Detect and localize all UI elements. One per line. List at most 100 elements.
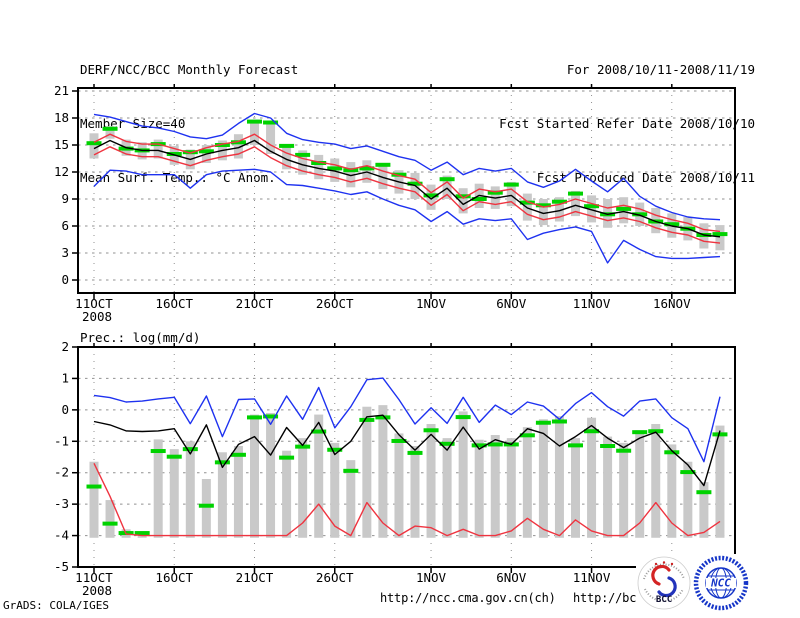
prec-member-min-line [93, 462, 721, 537]
bcc-logo: BCC [636, 555, 692, 611]
spread-bar [346, 460, 356, 538]
temp-ytick-label: 12 [54, 164, 69, 179]
spread-bar [266, 121, 276, 154]
prec-member-max-line [93, 377, 721, 463]
prec-ytick-label: 0 [61, 402, 69, 417]
green-dash-mark [359, 417, 375, 422]
green-dash-mark [407, 181, 423, 186]
spread-bar [538, 419, 548, 538]
spread-bar [474, 439, 484, 538]
spread-bar [250, 119, 259, 145]
green-dash-mark [712, 432, 728, 437]
green-dash-mark [551, 199, 567, 204]
spread-bar [153, 439, 163, 538]
temp-xtick-year-label: 2008 [82, 309, 112, 324]
temp-ytick-label: 18 [54, 110, 69, 125]
spread-bar [282, 450, 292, 538]
figure-title: DERF/NCC/BCC Monthly Forecast [80, 62, 299, 77]
spread-bar [554, 416, 564, 538]
spread-bar [298, 150, 308, 175]
temp-grid-horizontal [78, 90, 735, 281]
green-dash-mark [455, 194, 471, 199]
green-dash-mark [198, 149, 214, 154]
prec-green-marks [86, 414, 728, 536]
refer-date-label: Fcst Started Refer Date 2008/10/10 [499, 116, 755, 131]
prec-ytick-label: -3 [54, 496, 69, 511]
temp-minus-spread-line [93, 146, 721, 244]
spread-bar [554, 197, 564, 222]
green-dash-mark [423, 193, 439, 198]
spread-bar [153, 139, 163, 159]
green-dash-mark [327, 447, 343, 452]
prec-xtick-label: 21OCT [236, 570, 274, 585]
forecast-range-label: For 2008/10/11-2008/11/19 [566, 62, 755, 77]
green-dash-mark [584, 429, 600, 434]
spread-bar [715, 225, 725, 251]
prec-ensemble-mean-line [93, 414, 721, 487]
prec-xtick-label: 11NOV [573, 570, 611, 585]
spread-bar [571, 438, 580, 538]
green-dash-mark [696, 490, 712, 495]
green-dash-mark [391, 438, 407, 443]
header-right: For 2008/10/11-2008/11/19 Fcst Started R… [499, 25, 755, 223]
green-dash-mark [102, 126, 118, 131]
green-dash-mark [263, 120, 279, 125]
green-dash-mark [295, 152, 311, 157]
green-dash-mark [375, 415, 391, 420]
green-dash-mark [680, 470, 696, 475]
green-dash-mark [455, 415, 471, 420]
spread-bar [635, 430, 645, 538]
spread-bar [699, 482, 709, 538]
temp-frame [77, 87, 736, 294]
spread-bar [378, 405, 388, 538]
prec-xtick-label: 26OCT [316, 570, 354, 585]
bcc-logo-label: BCC [656, 595, 672, 605]
green-dash-mark [134, 531, 150, 536]
temp-ytick-label: 21 [54, 83, 69, 98]
spread-bar [378, 163, 388, 190]
green-dash-mark [182, 150, 198, 155]
prec-ytick-label: 2 [61, 339, 69, 354]
green-dash-mark [102, 521, 118, 526]
temp-xtick-label: 11OCT [75, 296, 113, 311]
spread-bar [105, 126, 115, 139]
spread-bar [298, 438, 308, 538]
spread-bar [89, 461, 99, 538]
green-dash-mark [535, 203, 551, 208]
spread-bar [314, 414, 324, 538]
green-dash-mark [535, 420, 551, 425]
spread-bar [362, 406, 372, 538]
green-dash-mark [600, 444, 616, 448]
spread-bar [490, 435, 500, 538]
temp-xtick-label: 21OCT [236, 296, 274, 311]
bcc-star-icon [662, 561, 666, 564]
temp-plus-spread-line [93, 133, 721, 233]
temp-member-max-line [93, 112, 721, 221]
prec-xtick-label: 6NOV [496, 570, 527, 585]
spread-bar [587, 195, 597, 223]
green-dash-mark [423, 428, 439, 433]
prec-xtick-year-label: 2008 [82, 583, 112, 598]
green-dash-mark [391, 172, 407, 177]
temp-xtick-label: 26OCT [316, 296, 354, 311]
green-dash-mark [439, 177, 455, 182]
green-dash-mark [632, 430, 648, 435]
spread-bar [506, 181, 516, 207]
prec-ytick-label: 1 [61, 370, 69, 385]
spread-bar [458, 188, 468, 214]
spread-bar [442, 175, 452, 200]
ncc-url-text: http://ncc.cma.gov.cn(ch) [380, 591, 556, 605]
ncc-logo: NCC [692, 554, 750, 612]
temp-ytick-label: 9 [61, 191, 69, 206]
spread-bar [571, 190, 580, 217]
temp-member-min-line [93, 168, 721, 264]
green-dash-mark [568, 443, 583, 448]
prec-xtick-label: 11OCT [75, 570, 113, 585]
green-dash-mark [616, 448, 632, 453]
green-dash-mark [279, 143, 295, 148]
green-dash-mark [343, 168, 359, 173]
spread-bar [651, 424, 661, 538]
bcc-star-icon [670, 562, 674, 566]
